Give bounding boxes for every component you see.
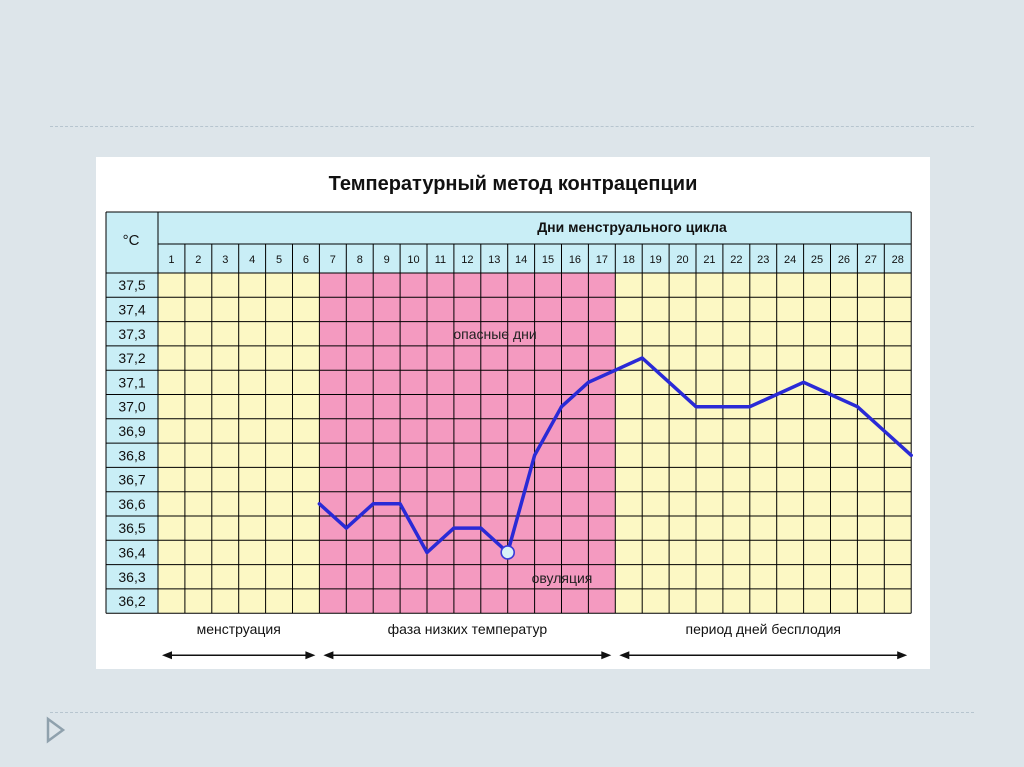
x-tick-label: 2 bbox=[195, 254, 201, 266]
y-tick-label: 37,5 bbox=[118, 277, 145, 293]
x-tick-label: 4 bbox=[249, 254, 255, 266]
y-tick-label: 36,5 bbox=[118, 520, 145, 536]
data-point bbox=[694, 405, 698, 409]
x-tick-label: 9 bbox=[384, 254, 390, 266]
phase-arrowhead-left bbox=[162, 651, 172, 660]
y-tick-label: 36,3 bbox=[118, 569, 145, 585]
x-tick-label: 10 bbox=[407, 254, 419, 266]
y-tick-label: 36,2 bbox=[118, 593, 145, 609]
x-tick-label: 18 bbox=[623, 254, 635, 266]
x-tick-label: 1 bbox=[168, 254, 174, 266]
x-tick-label: 16 bbox=[569, 254, 581, 266]
data-point bbox=[479, 526, 483, 530]
y-label-column-bg bbox=[106, 212, 158, 614]
data-point bbox=[721, 405, 725, 409]
data-point bbox=[560, 405, 563, 409]
y-tick-label: 37,0 bbox=[118, 399, 145, 415]
x-tick-label: 23 bbox=[757, 254, 769, 266]
data-point bbox=[829, 393, 832, 396]
chart-title: Температурный метод контрацепции bbox=[329, 173, 698, 195]
data-point bbox=[909, 453, 913, 457]
y-tick-label: 37,2 bbox=[118, 350, 145, 366]
data-point bbox=[882, 429, 886, 433]
x-tick-label: 13 bbox=[488, 254, 500, 266]
phase-label: менструация bbox=[197, 621, 281, 637]
y-tick-label: 36,8 bbox=[118, 447, 145, 463]
slide-divider-bottom bbox=[50, 712, 974, 713]
slide-divider-top bbox=[50, 126, 974, 127]
x-tick-label: 28 bbox=[892, 254, 904, 266]
x-tick-label: 15 bbox=[542, 254, 554, 266]
data-point bbox=[802, 380, 806, 384]
phase-arrowhead-right bbox=[601, 651, 612, 660]
phase-label: период дней бесплодия bbox=[685, 621, 841, 637]
data-point bbox=[586, 380, 590, 384]
x-tick-label: 14 bbox=[515, 254, 527, 266]
x-tick-label: 24 bbox=[784, 254, 796, 266]
grid: 1 2 3 4 5 6 7 8 9 10 11 12 13 14 15 16 17 18 19 20 21 22 23 24 2… bbox=[105, 211, 912, 614]
x-tick-label: 20 bbox=[676, 254, 688, 266]
phase-label: фаза низких температур bbox=[388, 621, 548, 637]
y-unit-label: °C bbox=[123, 232, 140, 249]
data-point bbox=[533, 453, 537, 457]
phases: менструация фаза низких температур период … bbox=[162, 621, 908, 660]
x-tick-label: 3 bbox=[222, 254, 228, 266]
x-tick-label: 17 bbox=[596, 254, 608, 266]
data-point bbox=[452, 526, 456, 530]
data-point bbox=[371, 502, 375, 506]
data-point bbox=[317, 502, 321, 506]
x-tick-label: 25 bbox=[811, 254, 823, 266]
x-tick-label: 8 bbox=[357, 254, 363, 266]
x-header-label: Дни менструального цикла bbox=[537, 219, 727, 235]
data-point bbox=[667, 380, 671, 384]
next-slide-arrow-icon[interactable] bbox=[44, 716, 66, 744]
data-point bbox=[855, 405, 859, 409]
x-tick-label: 22 bbox=[730, 254, 742, 266]
danger-annotation: опасные дни bbox=[453, 326, 536, 342]
x-tick-label: 6 bbox=[303, 254, 309, 266]
x-tick-label: 26 bbox=[838, 254, 850, 266]
y-tick-label: 36,9 bbox=[118, 423, 145, 439]
x-tick-label: 27 bbox=[865, 254, 877, 266]
ovulation-marker bbox=[500, 545, 516, 560]
y-tick-label: 37,4 bbox=[118, 301, 145, 317]
phase-arrowhead-left bbox=[619, 651, 630, 660]
phase-arrowhead-right bbox=[897, 651, 908, 660]
x-tick-label: 11 bbox=[435, 254, 446, 266]
phase-arrowhead-right bbox=[305, 651, 316, 660]
data-point bbox=[640, 356, 644, 360]
x-tick-label: 12 bbox=[461, 254, 473, 266]
y-tick-label: 37,1 bbox=[118, 374, 145, 390]
data-point bbox=[398, 502, 402, 506]
y-tick-label: 36,7 bbox=[118, 472, 145, 488]
ovulation-annotation: овуляция bbox=[532, 570, 593, 586]
y-tick-label: 36,6 bbox=[118, 496, 145, 512]
x-tick-label: 21 bbox=[703, 254, 715, 266]
data-point bbox=[613, 368, 617, 372]
series bbox=[317, 356, 913, 560]
data-point bbox=[748, 405, 752, 409]
x-tick-label: 5 bbox=[276, 254, 282, 266]
y-tick-label: 36,4 bbox=[118, 544, 145, 560]
data-point bbox=[775, 393, 779, 396]
data-point bbox=[344, 526, 348, 530]
x-tick-label: 7 bbox=[330, 254, 336, 266]
data-point bbox=[425, 550, 429, 554]
y-tick-label: 37,3 bbox=[118, 326, 145, 342]
x-tick-label: 19 bbox=[650, 254, 662, 266]
phase-arrowhead-left bbox=[323, 651, 334, 660]
